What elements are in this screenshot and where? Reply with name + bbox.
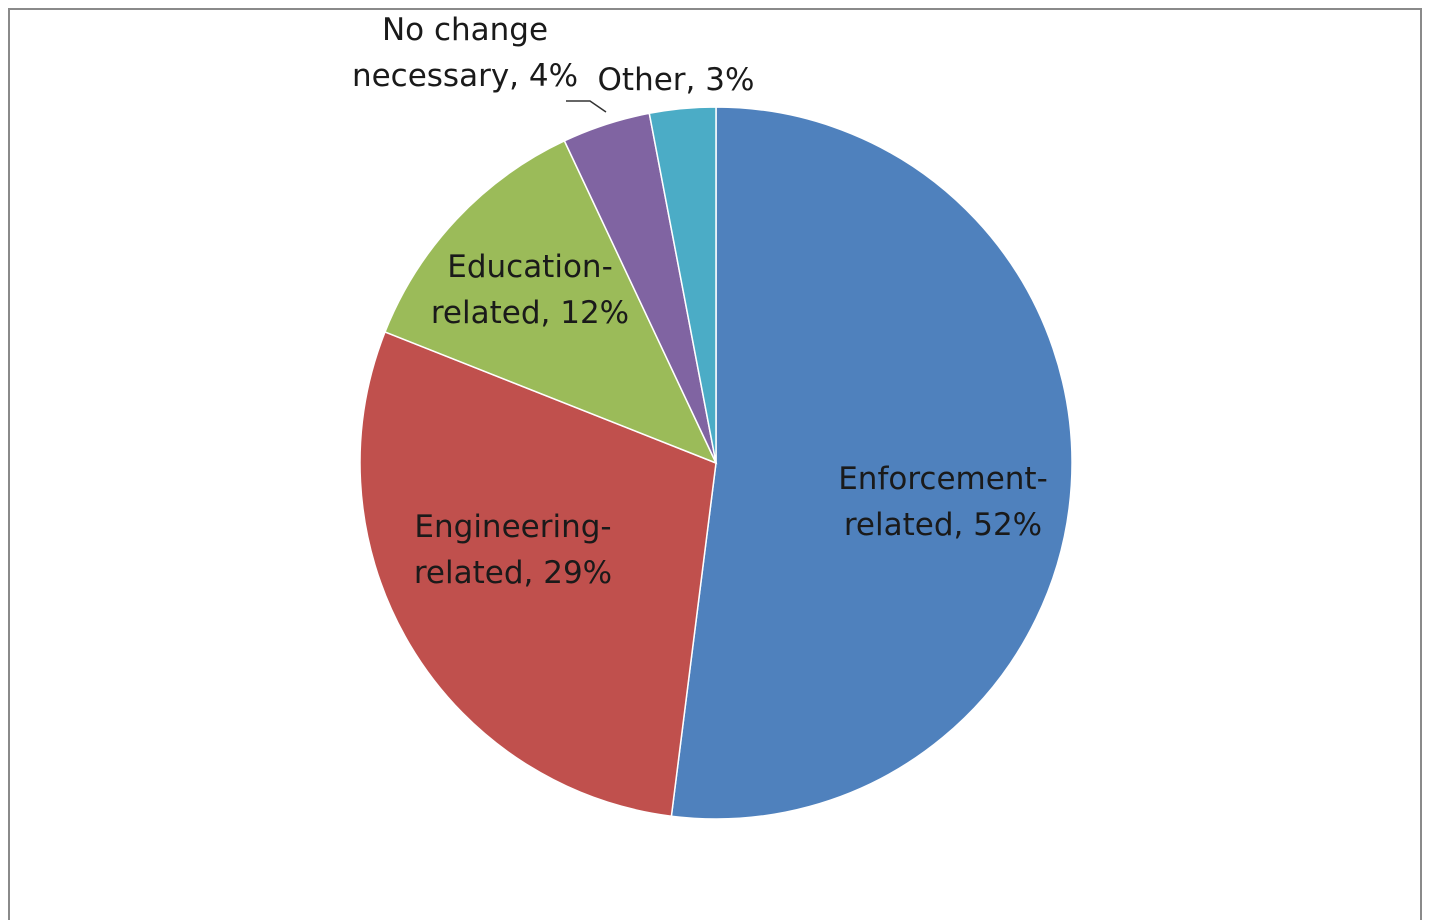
slice-engineering-related (359, 330, 717, 818)
label-line: related, 29% (414, 555, 612, 591)
slice-labels: Enforcement-related, 52% Engineering-rela… (352, 12, 1048, 591)
label-line: Engineering- (414, 509, 611, 545)
slice-education-related (384, 139, 718, 465)
pie-slices (359, 106, 1073, 820)
label-education-related: Education-related, 12% (431, 249, 629, 331)
label-line: No change (382, 12, 548, 48)
label-no-change-necessary: No change necessary, 4% (352, 12, 578, 94)
leader-line-no-change (566, 100, 607, 113)
slice-enforcement-related (670, 106, 1073, 820)
label-other: Other, 3% (598, 62, 755, 98)
label-line: Other, 3% (598, 62, 755, 98)
label-line: Education- (447, 249, 613, 285)
label-engineering-related: Engineering-related, 29% (414, 509, 612, 591)
label-line: related, 12% (431, 295, 629, 331)
label-line: necessary, 4% (352, 58, 578, 94)
label-line: related, 52% (844, 507, 1042, 543)
slice-other (648, 106, 717, 464)
label-line: Enforcement- (838, 461, 1048, 497)
label-enforcement-related: Enforcement-related, 52% (838, 461, 1048, 543)
